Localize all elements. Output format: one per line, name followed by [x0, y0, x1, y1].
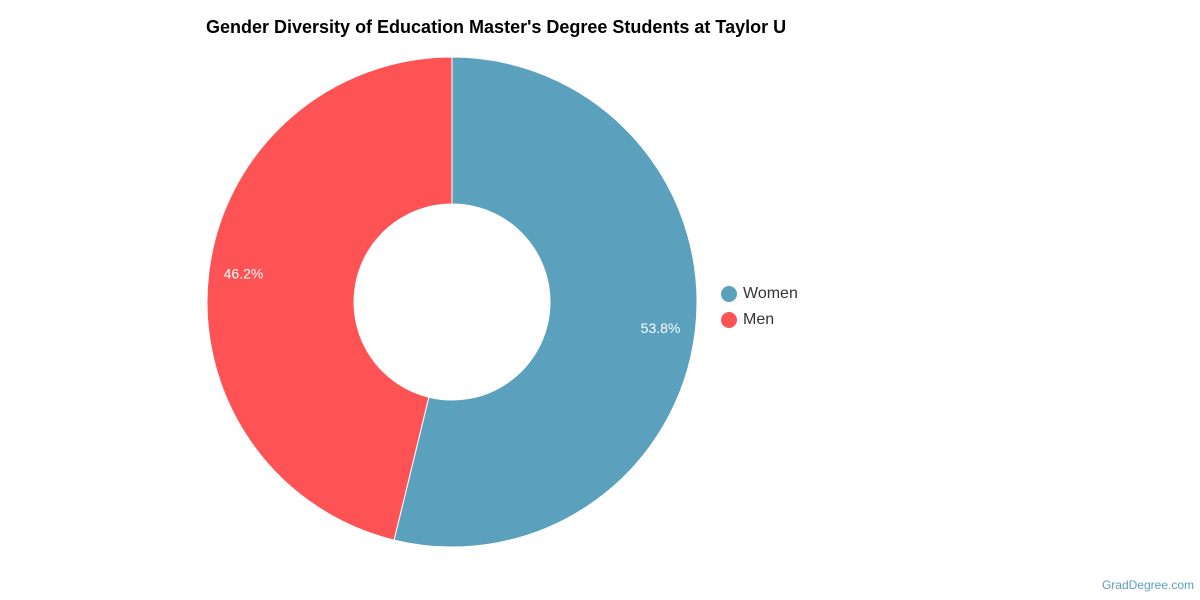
legend-swatch-men [721, 312, 737, 328]
donut-slices [206, 56, 698, 548]
legend-label-women: Women [743, 285, 798, 302]
watermark-link[interactable]: GradDegree.com [1101, 578, 1194, 592]
data-labels: 53.8% 46.2% [224, 265, 681, 336]
legend-swatch-women [721, 286, 737, 302]
chart-title: Gender Diversity of Education Master's D… [206, 17, 787, 37]
legend-label-men: Men [743, 311, 775, 328]
legend: Women Men [721, 281, 798, 333]
slice-women[interactable] [393, 56, 698, 548]
legend-item-women[interactable]: Women [721, 281, 798, 307]
data-label-women: 53.8% [641, 320, 681, 336]
legend-item-men[interactable]: Men [721, 307, 798, 333]
slice-men[interactable] [206, 56, 453, 541]
data-label-men: 46.2% [224, 265, 264, 281]
